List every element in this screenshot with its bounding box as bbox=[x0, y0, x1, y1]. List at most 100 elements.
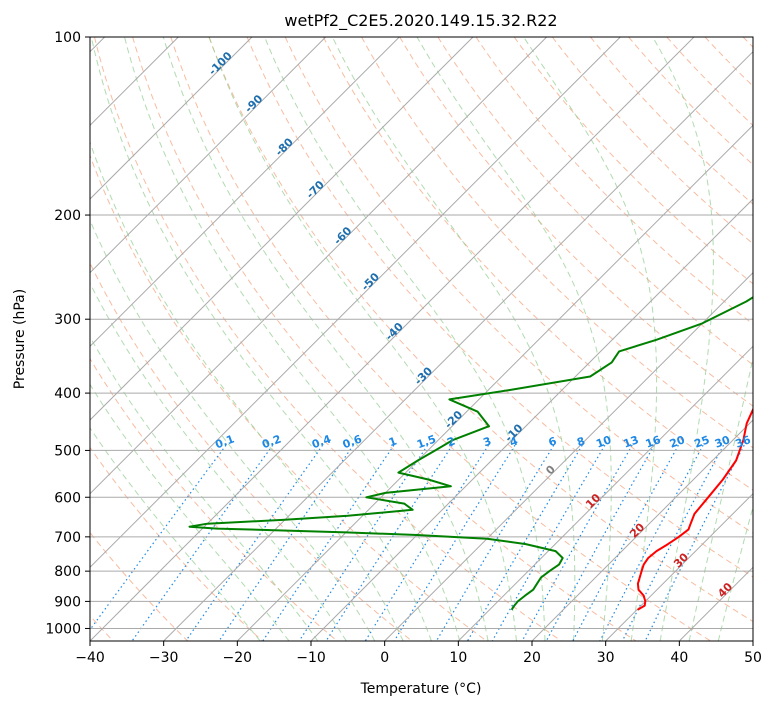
mixing-ratio-line bbox=[491, 444, 606, 641]
moist-adiabat bbox=[90, 37, 432, 641]
dry-adiabat bbox=[246, 37, 753, 578]
mixing-ratio-label: 6 bbox=[547, 434, 559, 449]
dry-adiabat bbox=[399, 37, 753, 407]
mixing-ratio-label: 13 bbox=[622, 433, 641, 450]
dry-adiabat bbox=[437, 37, 753, 366]
y-axis-label: Pressure (hPa) bbox=[12, 289, 28, 389]
dry-adiabat bbox=[322, 37, 753, 491]
mixing-ratio-label: 0.6 bbox=[341, 432, 364, 451]
isotherm-line bbox=[457, 345, 753, 641]
isotherm-line bbox=[90, 37, 474, 421]
x-tick-label: 40 bbox=[670, 650, 688, 666]
mixing-ratio-label: 30 bbox=[713, 433, 732, 451]
x-tick-label: −40 bbox=[75, 650, 105, 666]
temperature-profile bbox=[636, 407, 753, 611]
mixing-ratio-line bbox=[218, 444, 354, 641]
mixing-ratio-line bbox=[599, 444, 704, 641]
moist-adiabat bbox=[717, 505, 753, 641]
mixing-ratio-line bbox=[572, 444, 679, 641]
moist-adiabat bbox=[124, 37, 461, 641]
moist-adiabat bbox=[90, 336, 319, 641]
isotherm-line bbox=[90, 37, 621, 569]
mixing-ratio-line bbox=[644, 444, 745, 641]
plot-area: -100-90-80-70-60-50-40-30-20-10010203040… bbox=[90, 37, 753, 641]
x-tick-label: 50 bbox=[744, 650, 762, 666]
mixing-ratio-line bbox=[90, 444, 227, 631]
x-tick-label: −20 bbox=[223, 650, 253, 666]
mixing-ratio-line bbox=[621, 444, 725, 641]
isotherm-line bbox=[236, 124, 753, 641]
isotherm-line bbox=[163, 50, 753, 641]
moist-adiabat bbox=[264, 37, 546, 641]
mixing-ratio-label: 0.4 bbox=[310, 432, 333, 451]
mixing-ratio-label: 3 bbox=[481, 435, 493, 450]
moist-adiabat bbox=[90, 426, 261, 641]
mixing-ratio-label: 1.5 bbox=[415, 432, 438, 451]
moist-adiabat bbox=[416, 37, 612, 641]
moist-adiabat bbox=[90, 219, 376, 641]
moist-adiabat bbox=[523, 37, 658, 641]
y-tick-label: 600 bbox=[54, 490, 81, 506]
mixing-ratio-label: 8 bbox=[575, 435, 587, 450]
isotherm-line bbox=[531, 419, 753, 641]
y-tick-label: 700 bbox=[54, 530, 81, 546]
plot-frame bbox=[89, 36, 754, 642]
mixing-ratio-label: 36 bbox=[734, 433, 753, 451]
mixing-ratio-line bbox=[298, 444, 429, 641]
mixing-ratio-label: 20 bbox=[668, 433, 687, 451]
isotherm-line bbox=[90, 37, 695, 641]
mixing-ratio-line bbox=[521, 444, 633, 641]
moist-adiabat bbox=[652, 37, 714, 641]
axes: −40 −30 −20 −10 0 10 20 30 40 5010020030040050060… bbox=[45, 30, 762, 666]
x-tick-label: 0 bbox=[380, 650, 389, 666]
x-axis-label: Temperature (°C) bbox=[360, 681, 482, 697]
isotherm-line bbox=[310, 198, 753, 641]
mixing-ratio-label: 0.2 bbox=[260, 432, 283, 451]
y-tick-label: 200 bbox=[54, 208, 81, 224]
mixing-ratio-label: 0.1 bbox=[213, 433, 236, 452]
y-tick-label: 100 bbox=[54, 30, 81, 46]
y-tick-label: 900 bbox=[54, 594, 81, 610]
dry-adiabat bbox=[90, 262, 413, 641]
chart-title: wetPf2_C2E5.2020.149.15.32.R22 bbox=[284, 11, 557, 31]
isotherm-line bbox=[384, 271, 753, 641]
y-tick-label: 1000 bbox=[45, 621, 81, 637]
x-tick-label: −10 bbox=[296, 650, 326, 666]
moist-adiabat bbox=[90, 383, 290, 641]
isotherm-line bbox=[605, 492, 753, 641]
mixing-ratio-label: 10 bbox=[594, 433, 613, 451]
y-tick-label: 500 bbox=[54, 443, 81, 459]
dry-adiabat bbox=[208, 37, 753, 623]
x-tick-label: 10 bbox=[449, 650, 467, 666]
mixing-ratio-line bbox=[325, 444, 453, 641]
dry-adiabat bbox=[284, 37, 753, 534]
dry-adiabat bbox=[590, 37, 753, 205]
moist-adiabat bbox=[688, 355, 753, 641]
mixing-ratio-line bbox=[262, 444, 395, 641]
y-tick-label: 300 bbox=[54, 312, 81, 328]
mixing-ratio-label: 16 bbox=[644, 433, 663, 451]
x-tick-label: 30 bbox=[597, 650, 615, 666]
isotherm-line bbox=[90, 37, 400, 348]
mixing-ratio-label: 25 bbox=[692, 433, 711, 450]
dewpoint-profile bbox=[188, 296, 753, 611]
mixing-ratio-label: 4 bbox=[508, 434, 520, 449]
moist-adiabat bbox=[162, 37, 489, 641]
moist-adiabat bbox=[208, 37, 517, 641]
isotherm-line bbox=[90, 37, 327, 274]
isotherm-line bbox=[90, 37, 548, 495]
dry-adiabat bbox=[170, 37, 711, 641]
dry-adiabat bbox=[551, 37, 753, 245]
isotherm-line bbox=[90, 37, 253, 200]
y-tick-label: 400 bbox=[54, 386, 81, 402]
x-tick-label: 20 bbox=[523, 650, 541, 666]
moist-adiabat bbox=[90, 140, 404, 641]
moist-adiabat bbox=[90, 282, 347, 641]
x-tick-label: −30 bbox=[149, 650, 179, 666]
dry-adiabat bbox=[90, 154, 487, 641]
mixing-ratio-label: 2 bbox=[445, 435, 457, 450]
mixing-ratio-line bbox=[185, 444, 324, 641]
